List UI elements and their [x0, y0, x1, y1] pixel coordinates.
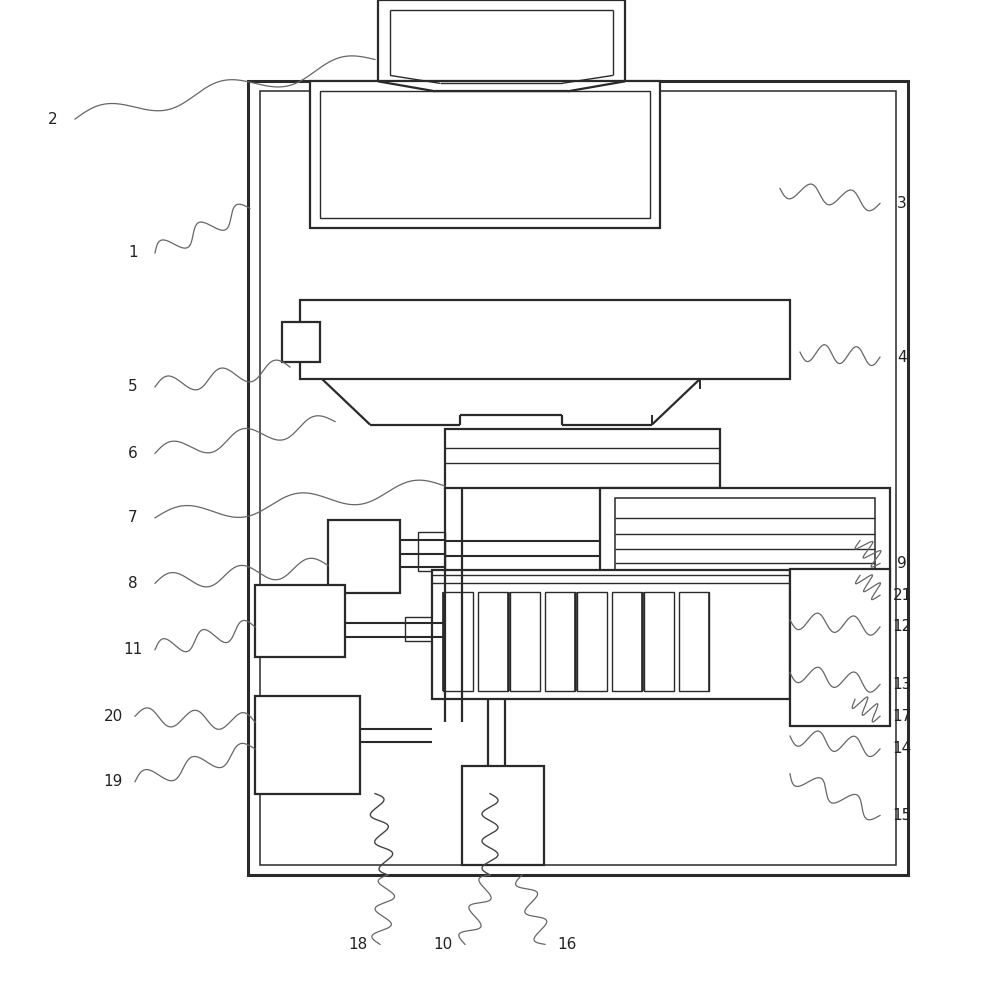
Bar — [310, 81, 660, 228]
Text: 11: 11 — [123, 642, 143, 658]
Bar — [478, 592, 508, 691]
Bar — [679, 592, 709, 691]
Text: 18: 18 — [348, 936, 368, 952]
Bar — [445, 429, 720, 488]
Bar — [790, 569, 890, 726]
Text: 17: 17 — [892, 708, 912, 724]
Bar — [644, 592, 674, 691]
Text: 15: 15 — [892, 807, 912, 823]
Text: 16: 16 — [557, 936, 577, 952]
Bar — [260, 91, 896, 865]
Bar — [462, 766, 544, 865]
Text: 19: 19 — [103, 774, 123, 790]
Bar — [405, 617, 433, 641]
Bar — [443, 592, 473, 691]
Text: 1: 1 — [128, 245, 138, 261]
Bar — [432, 570, 790, 699]
Text: 13: 13 — [892, 677, 912, 692]
Bar — [248, 81, 908, 875]
Text: 6: 6 — [128, 445, 138, 461]
Text: 8: 8 — [128, 575, 138, 591]
Bar — [612, 592, 642, 691]
Text: 4: 4 — [897, 349, 907, 365]
Text: 12: 12 — [892, 619, 912, 635]
Bar — [255, 696, 360, 794]
Bar — [328, 520, 400, 593]
Text: 14: 14 — [892, 741, 912, 757]
Bar — [282, 322, 320, 362]
Text: 21: 21 — [892, 587, 912, 603]
Text: 2: 2 — [48, 111, 58, 127]
Bar — [255, 585, 345, 657]
Text: 5: 5 — [128, 379, 138, 395]
Bar — [600, 488, 890, 587]
Text: 10: 10 — [433, 936, 453, 952]
Bar — [300, 300, 790, 379]
Bar — [320, 91, 650, 218]
Bar — [510, 592, 540, 691]
Bar — [418, 532, 445, 571]
Text: 9: 9 — [897, 556, 907, 571]
Bar — [615, 498, 875, 577]
Text: 20: 20 — [103, 708, 123, 724]
Text: 7: 7 — [128, 510, 138, 526]
Bar — [545, 592, 575, 691]
Text: 3: 3 — [897, 195, 907, 211]
Bar — [577, 592, 607, 691]
